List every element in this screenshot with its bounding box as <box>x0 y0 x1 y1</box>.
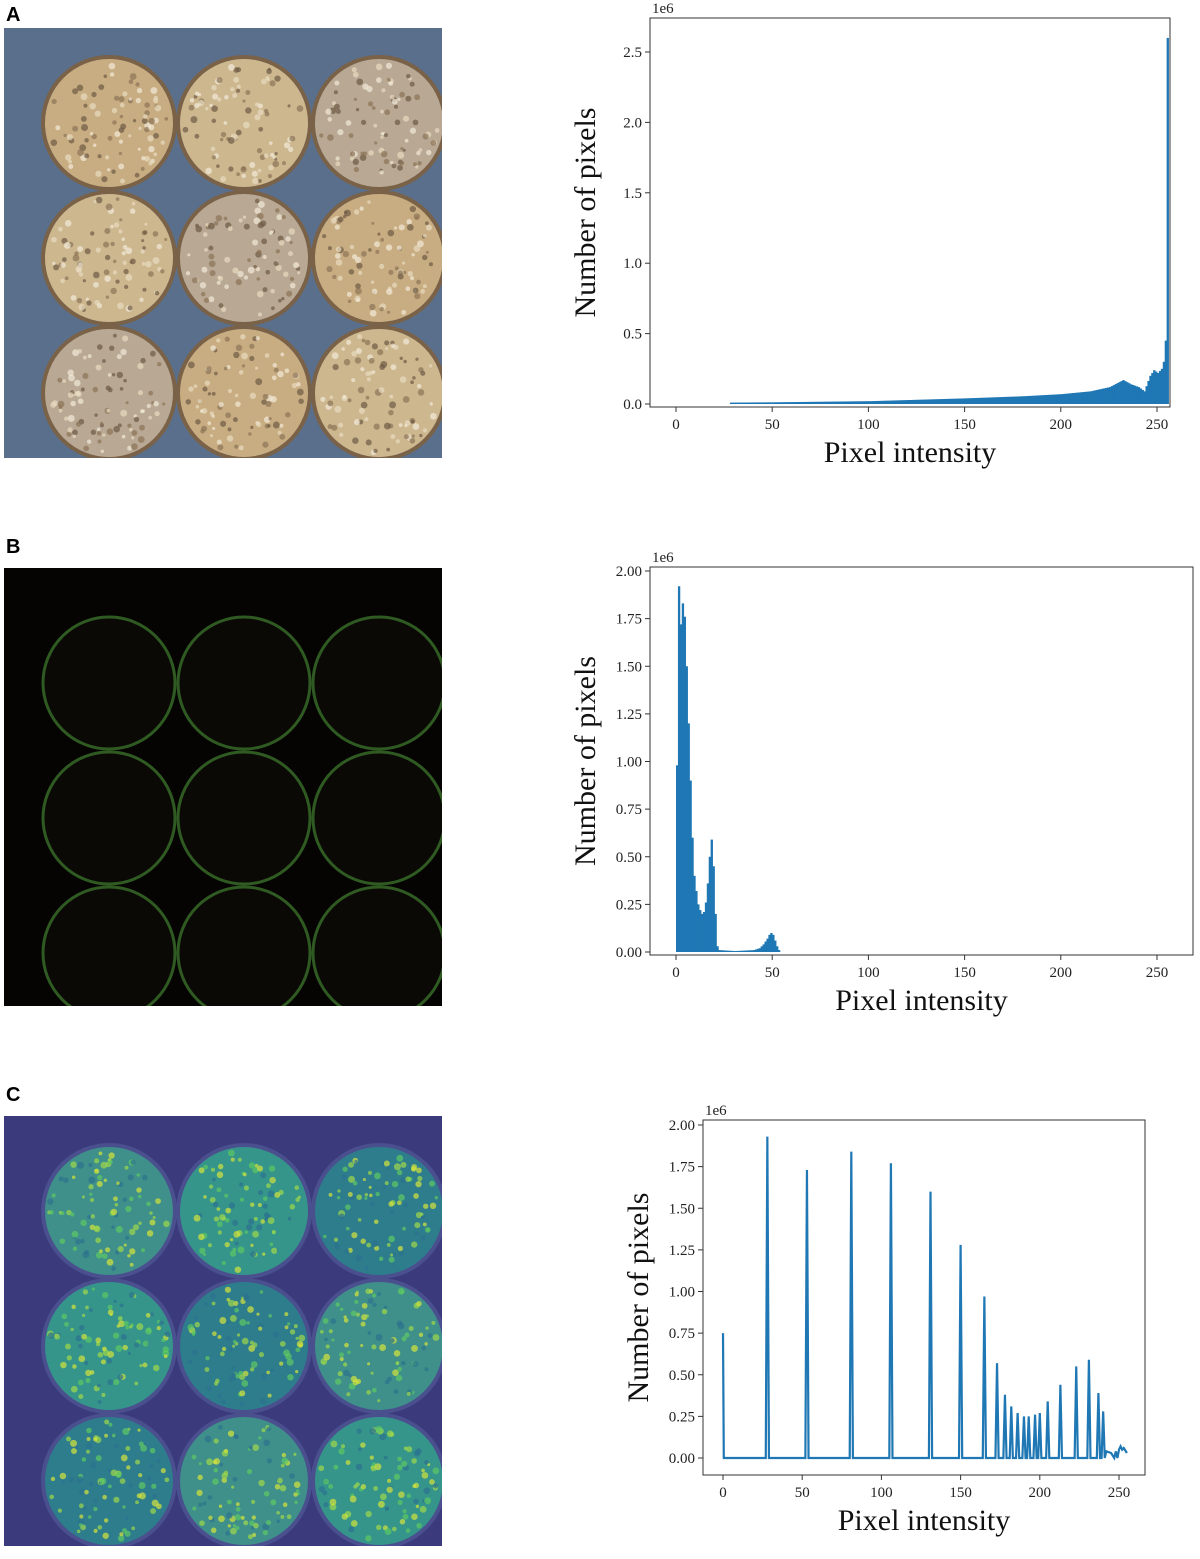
x-tick-label: 150 <box>953 417 976 433</box>
plot-frame <box>650 18 1170 407</box>
y-tick-label: 1.75 <box>669 1160 695 1176</box>
x-tick-label: 100 <box>857 417 880 433</box>
y-scale-label: 1e6 <box>652 1 674 17</box>
y-tick-label: 1.00 <box>669 1285 695 1301</box>
y-tick-label: 2.00 <box>669 1118 695 1134</box>
plot-frame <box>650 567 1193 955</box>
chart-a: 0 50 100 150 200 250 0.0 0.5 1.0 1.5 2.0 2.5 1e6 Pixe… <box>569 1 1170 469</box>
y-tick-label: 1.75 <box>616 612 642 628</box>
x-tick-label: 200 <box>1050 417 1073 433</box>
x-tick-label: 250 <box>1146 417 1169 433</box>
y-axis-label: Number of pixels <box>622 1193 655 1403</box>
y-tick-label: 0.00 <box>669 1451 695 1467</box>
y-tick-label: 0.00 <box>616 945 642 961</box>
y-tick-label: 0.25 <box>669 1409 695 1425</box>
y-tick-label: 1.00 <box>616 755 642 771</box>
y-tick-label: 2.0 <box>623 115 642 131</box>
x-axis-label: Pixel intensity <box>838 1504 1011 1537</box>
chart-c: 0 50 100 150 200 250 0.00 0.25 0.50 0.75 1.00 1.25 1… <box>622 1103 1145 1537</box>
y-tick-label: 2.00 <box>616 564 642 580</box>
y-tick-label: 1.25 <box>669 1243 695 1259</box>
y-tick-label: 2.5 <box>623 45 642 61</box>
y-tick-label: 1.50 <box>669 1201 695 1217</box>
histogram-bar <box>1167 38 1169 404</box>
y-tick-label: 1.25 <box>616 707 642 723</box>
y-axis-label: Number of pixels <box>569 108 602 318</box>
y-tick-label: 1.5 <box>623 186 642 202</box>
x-tick-label: 0 <box>672 965 680 981</box>
y-tick-label: 0.50 <box>616 850 642 866</box>
x-tick-label: 250 <box>1108 1485 1131 1501</box>
x-tick-label: 0 <box>719 1485 727 1501</box>
x-tick-label: 50 <box>795 1485 810 1501</box>
y-tick-label: 0.75 <box>669 1326 695 1342</box>
x-tick-label: 250 <box>1146 965 1169 981</box>
x-tick-label: 150 <box>953 965 976 981</box>
x-tick-label: 150 <box>949 1485 972 1501</box>
histogram-bar <box>778 950 780 952</box>
y-tick-label: 1.50 <box>616 659 642 675</box>
x-tick-label: 100 <box>857 965 880 981</box>
y-tick-label: 0.0 <box>623 397 642 413</box>
y-axis-label: Number of pixels <box>569 656 602 866</box>
x-tick-label: 200 <box>1050 965 1073 981</box>
y-tick-label: 1.0 <box>623 256 642 272</box>
x-tick-label: 50 <box>765 417 780 433</box>
chart-b: 0 50 100 150 200 250 0.00 0.25 0.50 0.75 1.00 1.25 1… <box>569 550 1193 1017</box>
y-scale-label: 1e6 <box>705 1103 727 1119</box>
y-scale-label: 1e6 <box>652 550 674 566</box>
x-axis-label: Pixel intensity <box>824 436 997 469</box>
x-tick-label: 50 <box>765 965 780 981</box>
y-tick-label: 0.50 <box>669 1368 695 1384</box>
y-tick-label: 0.25 <box>616 897 642 913</box>
x-axis-label: Pixel intensity <box>835 984 1008 1017</box>
series-line <box>723 1137 1127 1458</box>
x-tick-label: 0 <box>672 417 680 433</box>
x-tick-label: 200 <box>1029 1485 1052 1501</box>
x-tick-label: 100 <box>870 1485 893 1501</box>
y-tick-label: 0.75 <box>616 802 642 818</box>
y-tick-label: 0.5 <box>623 327 642 343</box>
